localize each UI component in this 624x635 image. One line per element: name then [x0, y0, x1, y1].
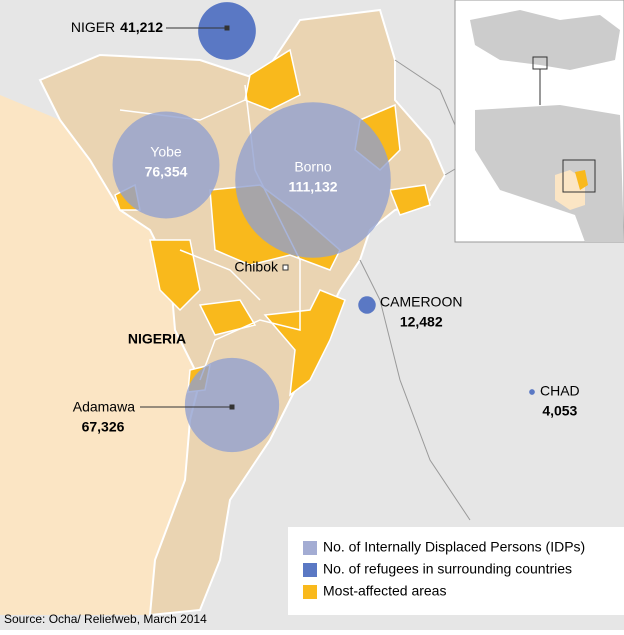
point — [229, 404, 235, 410]
legend-label: No. of refugees in surrounding countries — [323, 561, 572, 577]
location-name: NIGER — [71, 19, 115, 35]
location-value: 41,212 — [120, 19, 163, 35]
point — [224, 25, 230, 31]
location-name: CAMEROON — [380, 294, 462, 310]
bubble — [529, 389, 535, 395]
legend — [288, 527, 624, 615]
location-value: 111,132 — [288, 179, 337, 195]
location-value: 12,482 — [400, 314, 443, 330]
bubble — [235, 102, 391, 258]
legend-swatch — [303, 585, 317, 599]
legend-label: Most-affected areas — [323, 583, 446, 599]
inset-map — [454, 0, 624, 243]
country-label: NIGERIA — [128, 331, 186, 347]
location-name: Adamawa — [73, 399, 135, 415]
bubble — [112, 111, 220, 219]
town-marker — [282, 264, 289, 271]
location-value: 76,354 — [145, 164, 188, 180]
location-value: 67,326 — [82, 419, 125, 435]
legend-swatch — [303, 541, 317, 555]
location-name: CHAD — [540, 383, 580, 399]
source: Source: Ocha/ Reliefweb, March 2014 — [4, 612, 207, 626]
location-name: Borno — [294, 159, 332, 175]
bubble — [198, 2, 256, 60]
location-name: Yobe — [150, 144, 182, 160]
location-value: 4,053 — [542, 403, 577, 419]
legend-label: No. of Internally Displaced Persons (IDP… — [323, 539, 585, 555]
bubble — [358, 296, 376, 314]
location-name: NIGER 41,212 — [71, 19, 163, 35]
town-label: Chibok — [234, 259, 279, 275]
nigeria-rest — [0, 95, 200, 615]
legend-swatch — [303, 563, 317, 577]
